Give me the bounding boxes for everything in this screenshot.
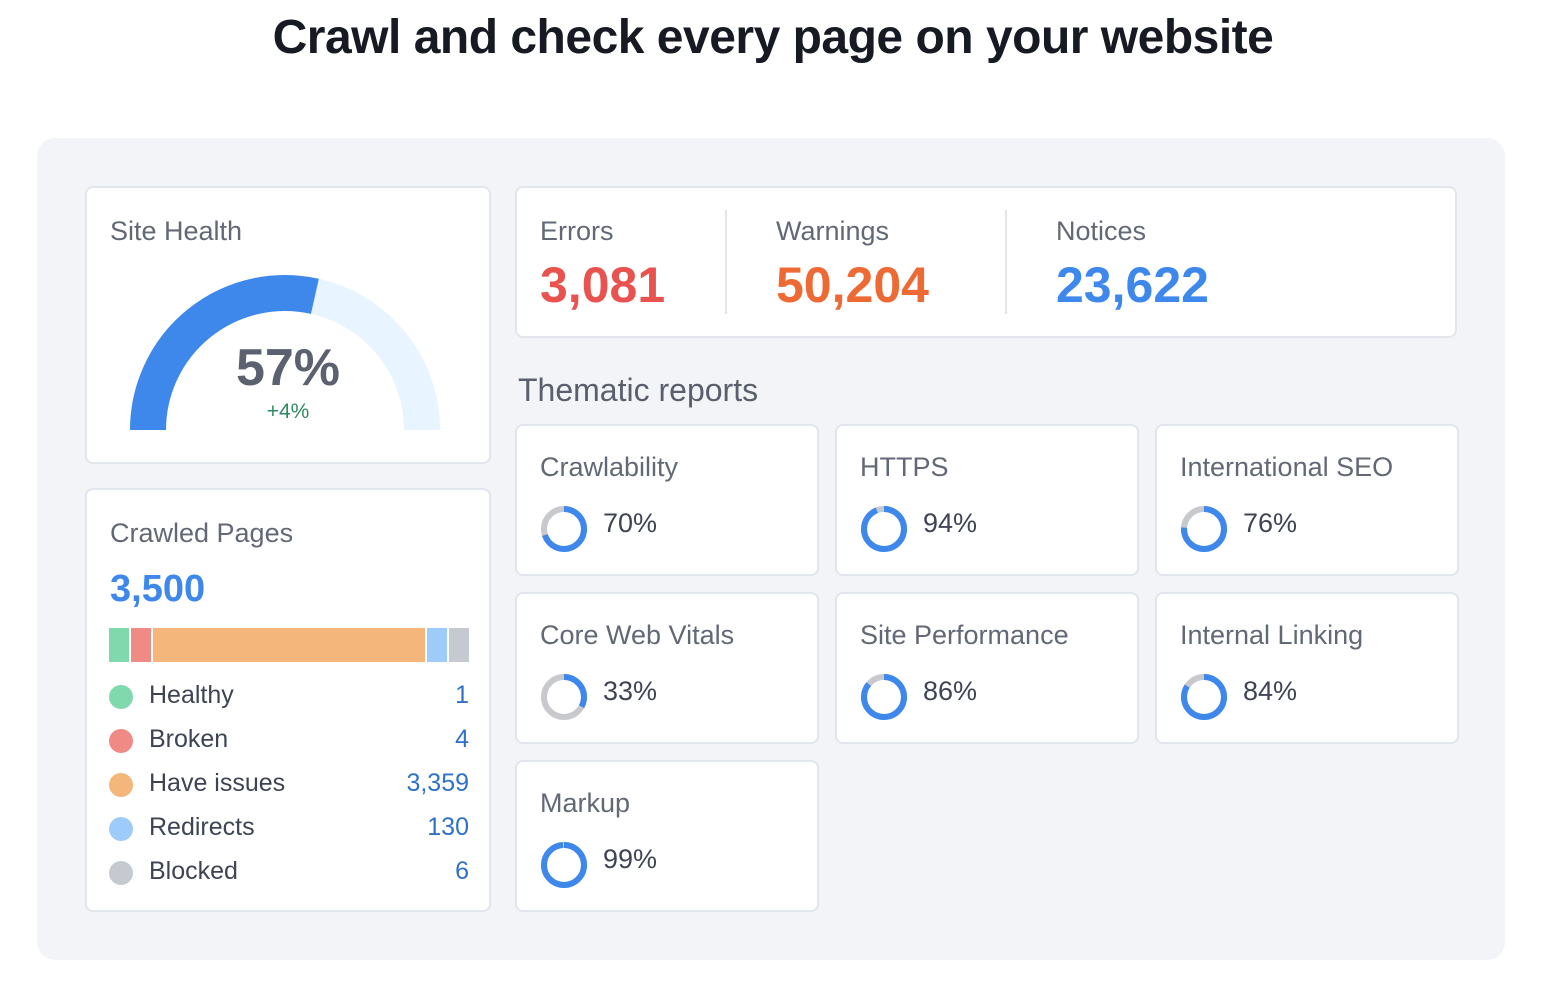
legend-label: Blocked <box>149 857 238 885</box>
bar-segment-blocked[interactable] <box>449 628 469 662</box>
report-card-markup[interactable]: Markup 99% <box>515 760 819 912</box>
donut-fill <box>861 674 907 720</box>
have-issues-dot-icon <box>109 773 133 797</box>
international-seo-donut-icon <box>1181 506 1227 552</box>
report-title: Site Performance <box>860 620 1069 650</box>
thematic-reports-title: Thematic reports <box>518 372 759 408</box>
issues-card: Errors 3,081 Warnings 50,204 Notices 23,… <box>515 186 1457 338</box>
bar-segment-redirects[interactable] <box>427 628 447 662</box>
crawlability-donut-icon <box>541 506 587 552</box>
report-value: 94% <box>923 508 978 538</box>
warnings-label: Warnings <box>776 216 890 246</box>
report-title: HTTPS <box>860 452 949 482</box>
healthy-dot-icon <box>109 685 133 709</box>
issues-divider <box>725 210 727 314</box>
report-card-international-seo[interactable]: International SEO 76% <box>1155 424 1459 576</box>
legend-label: Redirects <box>149 813 255 841</box>
errors-value[interactable]: 3,081 <box>540 257 666 313</box>
donut-fill <box>541 506 587 552</box>
donut-fill <box>861 506 907 552</box>
site-performance-donut-icon <box>861 674 907 720</box>
report-title: Markup <box>540 788 631 818</box>
donut-fill <box>1181 506 1227 552</box>
broken-dot-icon <box>109 729 133 753</box>
site-health-card[interactable]: Site Health 57% +4% <box>85 186 491 464</box>
donut-fill <box>541 842 587 888</box>
crawled-pages-stacked-bar <box>109 628 469 662</box>
warnings-value[interactable]: 50,204 <box>776 257 929 313</box>
legend-value[interactable]: 1 <box>455 681 469 709</box>
legend-value[interactable]: 6 <box>455 857 469 885</box>
legend-row-healthy[interactable]: Healthy 1 <box>109 676 469 720</box>
internal-linking-donut-icon <box>1181 674 1227 720</box>
errors-label: Errors <box>540 216 614 246</box>
report-value: 76% <box>1243 508 1298 538</box>
legend-label: Broken <box>149 725 229 753</box>
site-health-title: Site Health <box>110 216 243 246</box>
report-card-core-web-vitals[interactable]: Core Web Vitals 33% <box>515 592 819 744</box>
legend-value[interactable]: 4 <box>455 725 469 753</box>
legend-row-have-issues[interactable]: Have issues 3,359 <box>109 764 469 808</box>
site-health-gauge <box>130 275 440 431</box>
crawled-pages-legend: Healthy 1 Broken 4 Have issues 3,359 Red… <box>109 676 469 896</box>
report-card-site-performance[interactable]: Site Performance 86% <box>835 592 1139 744</box>
report-title: Internal Linking <box>1180 620 1364 650</box>
blocked-dot-icon <box>109 861 133 885</box>
donut-fill <box>541 674 587 720</box>
issues-divider <box>1005 210 1007 314</box>
notices-label: Notices <box>1056 216 1147 246</box>
page-headline: Crawl and check every page on your websi… <box>272 11 1274 64</box>
crawled-pages-total[interactable]: 3,500 <box>110 568 206 610</box>
notices-value[interactable]: 23,622 <box>1056 257 1209 313</box>
site-health-delta: +4% <box>266 400 310 423</box>
legend-label: Have issues <box>149 769 286 797</box>
report-card-internal-linking[interactable]: Internal Linking 84% <box>1155 592 1459 744</box>
core-web-vitals-donut-icon <box>541 674 587 720</box>
report-card-crawlability[interactable]: Crawlability 70% <box>515 424 819 576</box>
bar-segment-healthy[interactable] <box>109 628 129 662</box>
crawled-pages-title: Crawled Pages <box>110 518 294 548</box>
legend-value[interactable]: 3,359 <box>406 769 469 797</box>
report-card-https[interactable]: HTTPS 94% <box>835 424 1139 576</box>
legend-row-broken[interactable]: Broken 4 <box>109 720 469 764</box>
report-title: Core Web Vitals <box>540 620 735 650</box>
legend-value[interactable]: 130 <box>427 813 469 841</box>
legend-row-blocked[interactable]: Blocked 6 <box>109 852 469 896</box>
report-title: Crawlability <box>540 452 679 482</box>
report-value: 33% <box>603 676 658 706</box>
https-donut-icon <box>861 506 907 552</box>
bar-segment-broken[interactable] <box>131 628 151 662</box>
bar-segment-have-issues[interactable] <box>153 628 425 662</box>
report-value: 86% <box>923 676 978 706</box>
crawled-pages-card[interactable]: Crawled Pages 3,500 Healthy 1 Broken 4 H… <box>85 488 491 912</box>
markup-donut-icon <box>541 842 587 888</box>
report-title: International SEO <box>1180 452 1394 482</box>
report-value: 99% <box>603 844 658 874</box>
report-value: 70% <box>603 508 658 538</box>
legend-label: Healthy <box>149 681 234 709</box>
legend-row-redirects[interactable]: Redirects 130 <box>109 808 469 852</box>
gauge-fill <box>130 275 319 431</box>
donut-fill <box>1181 674 1227 720</box>
site-health-value: 57% <box>235 339 341 397</box>
redirects-dot-icon <box>109 817 133 841</box>
report-value: 84% <box>1243 676 1298 706</box>
